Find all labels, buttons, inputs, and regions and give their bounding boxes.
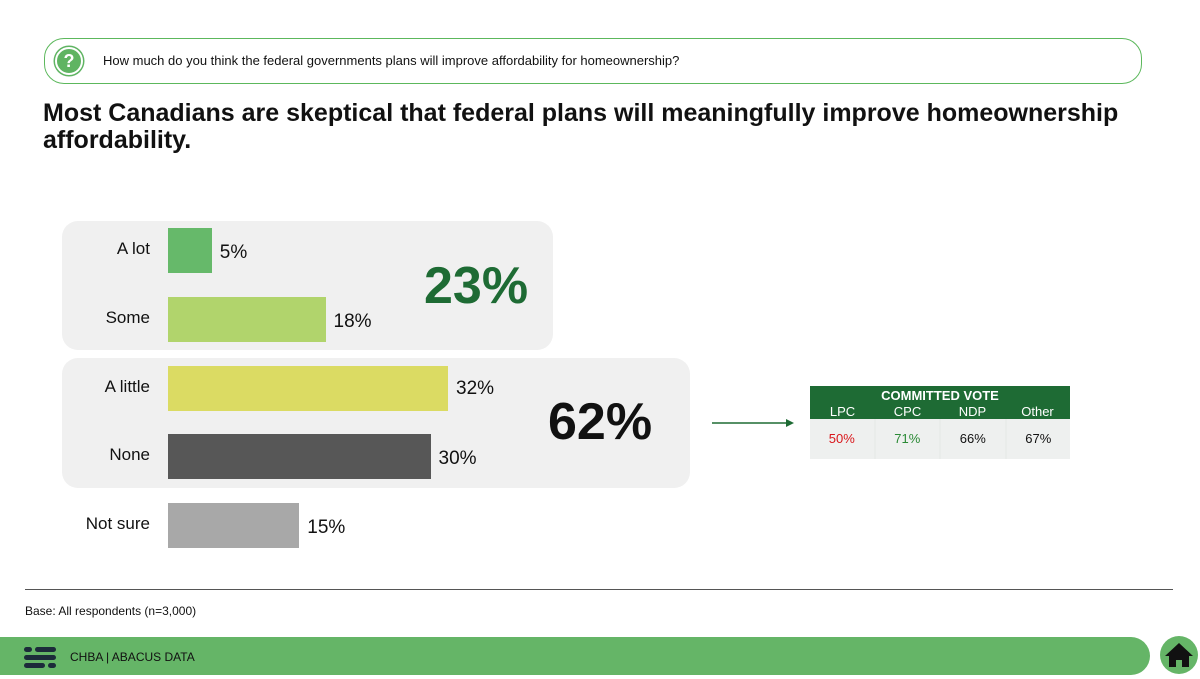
home-button[interactable] bbox=[1160, 636, 1198, 674]
cell-ndp: 66% bbox=[941, 419, 1005, 459]
col-header-lpc: LPC bbox=[829, 404, 856, 419]
arrow-right-icon bbox=[712, 419, 794, 427]
committed-vote-table: COMMITTED VOTE LPC CPC NDP Other 50% 71%… bbox=[810, 386, 1070, 459]
col-header-other: Other bbox=[1021, 404, 1054, 419]
category-label: Some bbox=[105, 308, 150, 327]
category-label: Not sure bbox=[85, 514, 150, 533]
committed-vote-header: COMMITTED VOTE LPC CPC NDP Other bbox=[810, 386, 1070, 419]
bar-value-label: 30% bbox=[438, 448, 477, 469]
footer-text: CHBA | ABACUS DATA bbox=[70, 650, 195, 664]
committed-vote-title: COMMITTED VOTE bbox=[881, 388, 999, 403]
bar bbox=[168, 228, 212, 273]
cell-lpc: 50% bbox=[810, 419, 874, 459]
home-icon bbox=[1165, 643, 1193, 667]
footer-band: CHBA | ABACUS DATA bbox=[0, 637, 1150, 675]
cell-other: 67% bbox=[1006, 419, 1070, 459]
bar bbox=[168, 434, 431, 479]
question-box: ? How much do you think the federal gove… bbox=[44, 38, 1142, 84]
bar bbox=[168, 297, 326, 342]
category-label: A little bbox=[104, 377, 150, 396]
bar-value-label: 18% bbox=[333, 311, 372, 332]
bar-value-label: 15% bbox=[307, 517, 346, 538]
category-label: A lot bbox=[116, 239, 150, 258]
group-total-little-none: 62% bbox=[548, 393, 653, 451]
bar-value-label: 32% bbox=[456, 378, 495, 399]
col-header-cpc: CPC bbox=[893, 404, 922, 419]
divider bbox=[25, 589, 1173, 590]
committed-vote-row: 50% 71% 66% 67% bbox=[810, 419, 1070, 459]
group-total-improve: 23% bbox=[424, 257, 529, 315]
question-text: How much do you think the federal govern… bbox=[103, 53, 680, 68]
page-title: Most Canadians are skeptical that federa… bbox=[43, 99, 1119, 154]
bar bbox=[168, 366, 448, 411]
question-circle-icon: ? bbox=[55, 47, 83, 75]
col-header-ndp: NDP bbox=[958, 404, 987, 419]
abacus-logo-icon bbox=[24, 647, 56, 668]
cell-cpc: 71% bbox=[875, 419, 939, 459]
category-label: None bbox=[109, 445, 150, 464]
bar-value-label: 5% bbox=[219, 242, 248, 263]
bar bbox=[168, 503, 300, 548]
base-note: Base: All respondents (n=3,000) bbox=[25, 604, 197, 618]
